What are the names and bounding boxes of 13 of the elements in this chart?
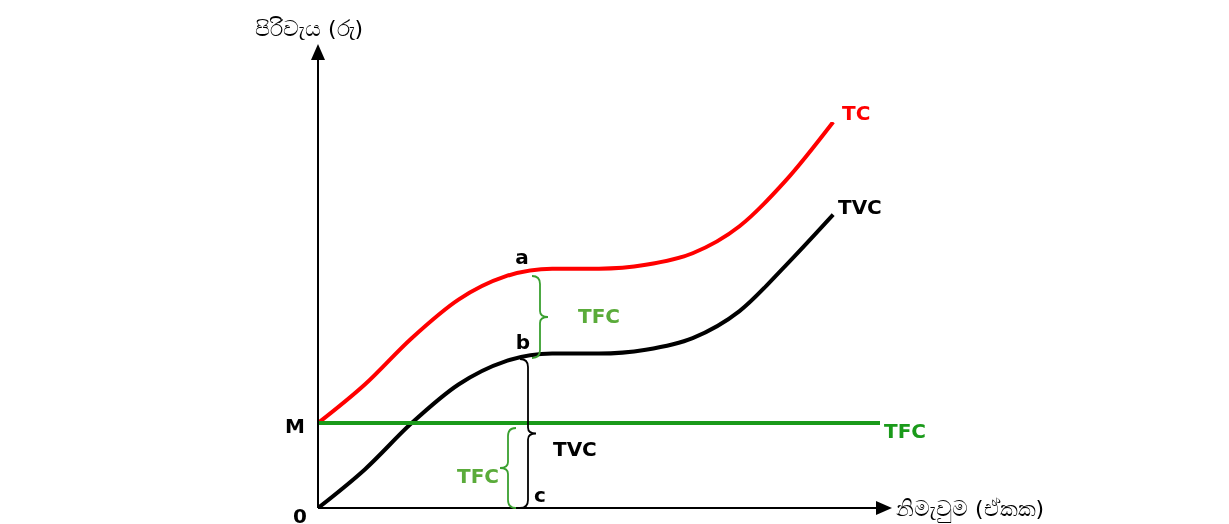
annotation: TFC	[457, 464, 499, 488]
x-axis-title: නිමැවුම (ඒකක)	[896, 496, 1045, 523]
annotation: TVC	[553, 437, 597, 461]
series-label: TFC	[884, 419, 926, 443]
text: M	[285, 414, 305, 438]
annotation: b	[515, 330, 531, 355]
text: 0	[293, 504, 307, 524]
y-axis-title: පිරිවැය (රු)	[255, 16, 364, 41]
series-label: TVC	[838, 195, 882, 219]
annotation: c	[534, 483, 546, 507]
annotation: a	[515, 245, 529, 270]
series-label: TC	[842, 101, 871, 125]
annotation: TFC	[578, 304, 620, 328]
